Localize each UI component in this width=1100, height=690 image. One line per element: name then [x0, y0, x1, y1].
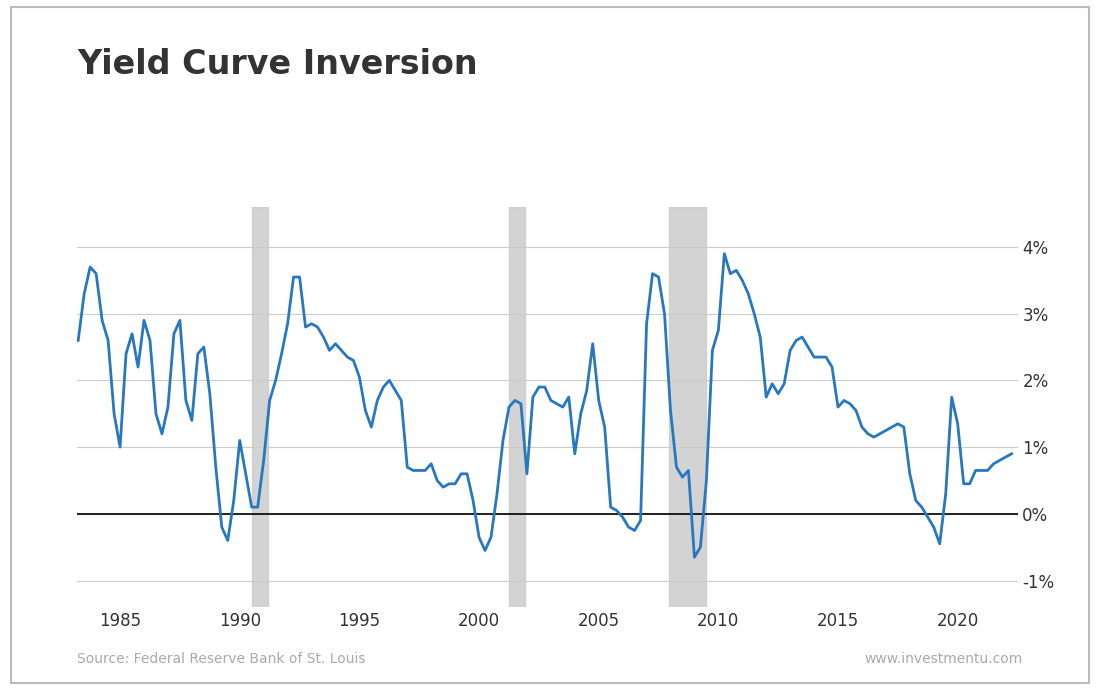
Text: Source: Federal Reserve Bank of St. Louis: Source: Federal Reserve Bank of St. Loui…	[77, 652, 365, 666]
Text: www.investmentu.com: www.investmentu.com	[865, 652, 1023, 666]
Bar	[509, 207, 525, 607]
Bar	[669, 207, 706, 607]
Bar	[252, 207, 267, 607]
Text: Yield Curve Inversion: Yield Curve Inversion	[77, 48, 477, 81]
